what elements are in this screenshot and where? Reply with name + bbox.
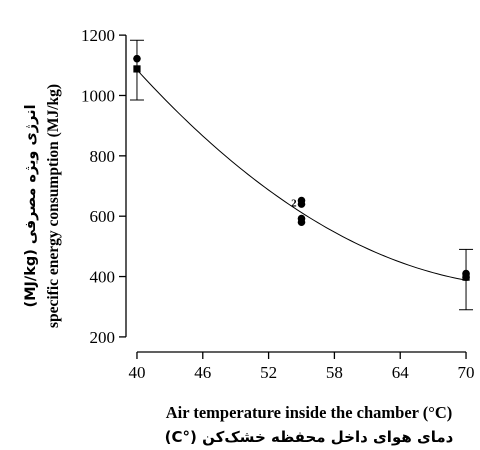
y-tick-label: 200 — [90, 328, 116, 347]
y-tick-label: 600 — [90, 207, 116, 226]
x-tick-label: 46 — [194, 363, 211, 382]
y-ticks: 200 400 600 800 1000 1200 — [81, 26, 126, 347]
x-tick-label: 52 — [260, 363, 277, 382]
x-tick-label: 58 — [326, 363, 343, 382]
x-axis-label-en: Air temperature inside the chamber (°C) — [166, 403, 453, 422]
x-tick-label: 70 — [458, 363, 475, 382]
data-point-circle — [133, 54, 141, 63]
y-axis-label-en: specific energy consumption (MJ/kg) — [45, 84, 62, 328]
y-tick-label: 1200 — [81, 26, 115, 45]
y-tick-label: 800 — [90, 147, 116, 166]
annotations: 2 — [291, 198, 297, 210]
x-tick-label: 64 — [392, 363, 410, 382]
y-tick-label: 1000 — [81, 86, 115, 105]
data-point-circle — [297, 218, 306, 227]
fit-curve — [136, 69, 467, 281]
x-ticks: 40 46 52 58 64 70 — [128, 352, 475, 382]
data-points — [133, 54, 470, 281]
x-tick-label: 40 — [128, 363, 145, 382]
point-annotation: 2 — [291, 198, 297, 210]
data-point-square — [462, 273, 470, 281]
data-point-circle — [297, 200, 306, 208]
y-axis-label-fa: (MJ/kg) انرژی ویژه مصرفی — [23, 104, 39, 307]
y-tick-label: 400 — [90, 268, 116, 287]
data-point-square — [133, 65, 141, 73]
x-axis-label-fa: دمای هوای داخل محفظه خشک‌کن (°C) — [165, 428, 454, 446]
